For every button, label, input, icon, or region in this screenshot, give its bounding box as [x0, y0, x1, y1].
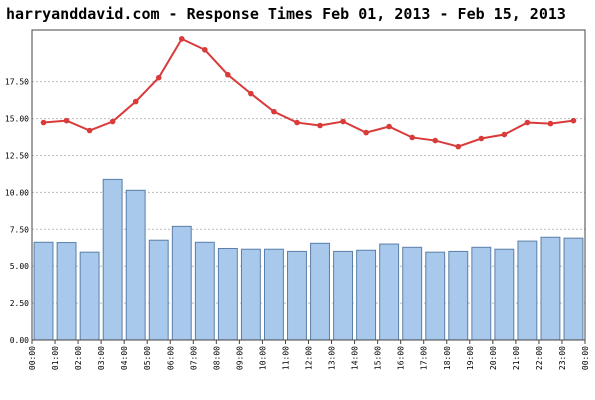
chart-title: harryanddavid.com - Response Times Feb 0…: [6, 5, 566, 23]
point: [455, 143, 462, 150]
y-tick-label: 2.50: [10, 299, 29, 308]
bar: [471, 246, 492, 341]
x-tick-label: 06:00: [166, 346, 175, 370]
x-tick-label: 10:00: [258, 346, 267, 370]
bar: [563, 237, 584, 341]
bar: [125, 189, 146, 341]
point: [248, 90, 254, 97]
x-tick-label: 18:00: [443, 346, 452, 370]
point: [547, 120, 554, 127]
x-tick-label: 02:00: [74, 346, 83, 370]
point: [386, 123, 392, 130]
x-tick-label: 14:00: [351, 346, 360, 370]
bar: [540, 236, 561, 341]
point: [178, 36, 185, 42]
point: [432, 137, 439, 144]
bar: [494, 248, 515, 341]
y-tick-label: 10.00: [5, 188, 29, 197]
point: [478, 135, 485, 142]
point: [155, 74, 162, 81]
point: [317, 122, 323, 129]
point: [40, 119, 47, 126]
x-tick-label: 17:00: [420, 346, 429, 370]
point: [63, 117, 70, 124]
x-tick-label: 15:00: [374, 346, 383, 370]
point: [271, 108, 277, 115]
x-tick-label: 12:00: [305, 346, 314, 370]
y-tick-label: 5.00: [10, 262, 29, 271]
x-tick-label: 13:00: [328, 346, 337, 370]
point: [294, 119, 300, 126]
y-tick-label: 15.00: [5, 115, 29, 124]
point: [570, 117, 577, 124]
point: [340, 118, 346, 125]
point: [501, 131, 508, 138]
point: [524, 119, 531, 126]
bar: [102, 178, 123, 341]
bar: [56, 242, 77, 341]
x-tick-label: 00:00: [581, 346, 590, 370]
point: [363, 129, 369, 136]
bar: [356, 249, 377, 341]
point: [86, 127, 93, 134]
point: [132, 98, 139, 105]
bar: [217, 247, 238, 341]
y-tick-label: 17.50: [5, 78, 29, 87]
x-tick-label: 09:00: [235, 346, 244, 370]
x-tick-label: 11:00: [281, 346, 290, 370]
point: [225, 71, 231, 78]
bar: [517, 240, 538, 341]
point: [409, 134, 415, 141]
bar: [171, 225, 192, 341]
bar: [194, 241, 215, 341]
plot-frame: [31, 29, 586, 341]
x-tick-label: 16:00: [397, 346, 406, 370]
bar: [263, 248, 284, 341]
x-tick-label: 01:00: [51, 346, 60, 370]
bar: [448, 250, 469, 341]
x-tick-label: 22:00: [535, 346, 544, 370]
bar: [333, 250, 354, 341]
x-tick-label: 19:00: [466, 346, 475, 370]
point: [109, 118, 116, 125]
y-tick-label: 0.00: [10, 336, 29, 345]
bar: [79, 251, 100, 341]
x-tick-label: 20:00: [489, 346, 498, 370]
bar: [33, 241, 54, 341]
bar: [310, 242, 330, 341]
x-tick-label: 03:00: [97, 346, 106, 370]
bar: [287, 250, 307, 341]
y-tick-label: 12.50: [5, 151, 29, 160]
x-tick-label: 07:00: [189, 346, 198, 370]
x-tick-label: 08:00: [212, 346, 221, 370]
point: [202, 46, 208, 53]
y-tick-label: 7.50: [10, 225, 29, 234]
x-tick-label: 05:00: [143, 346, 152, 370]
x-tick-label: 04:00: [120, 346, 129, 370]
bar: [240, 248, 261, 341]
bar: [425, 251, 446, 341]
bar: [148, 239, 169, 341]
x-tick-label: 00:00: [28, 346, 37, 370]
x-tick-label: 21:00: [512, 346, 521, 370]
bar: [402, 246, 423, 341]
x-tick-label: 23:00: [558, 346, 567, 370]
line: [43, 37, 574, 148]
bar: [379, 243, 400, 341]
